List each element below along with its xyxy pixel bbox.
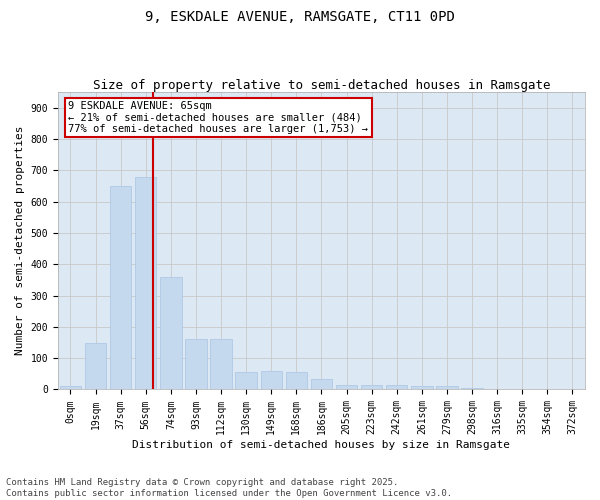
Bar: [286, 372, 307, 390]
Y-axis label: Number of semi-detached properties: Number of semi-detached properties: [15, 126, 25, 356]
Bar: [160, 276, 182, 390]
X-axis label: Distribution of semi-detached houses by size in Ramsgate: Distribution of semi-detached houses by …: [133, 440, 511, 450]
Bar: [436, 386, 458, 390]
Bar: [361, 385, 382, 390]
Bar: [336, 385, 357, 390]
Bar: [135, 176, 157, 390]
Bar: [185, 340, 206, 390]
Bar: [487, 389, 508, 390]
Text: 9, ESKDALE AVENUE, RAMSGATE, CT11 0PD: 9, ESKDALE AVENUE, RAMSGATE, CT11 0PD: [145, 10, 455, 24]
Bar: [260, 370, 282, 390]
Bar: [110, 186, 131, 390]
Text: Contains HM Land Registry data © Crown copyright and database right 2025.
Contai: Contains HM Land Registry data © Crown c…: [6, 478, 452, 498]
Bar: [411, 386, 433, 390]
Bar: [461, 388, 483, 390]
Bar: [311, 378, 332, 390]
Title: Size of property relative to semi-detached houses in Ramsgate: Size of property relative to semi-detach…: [93, 79, 550, 92]
Bar: [211, 340, 232, 390]
Bar: [85, 342, 106, 390]
Bar: [60, 386, 81, 390]
Text: 9 ESKDALE AVENUE: 65sqm
← 21% of semi-detached houses are smaller (484)
77% of s: 9 ESKDALE AVENUE: 65sqm ← 21% of semi-de…: [68, 101, 368, 134]
Bar: [386, 385, 407, 390]
Bar: [235, 372, 257, 390]
